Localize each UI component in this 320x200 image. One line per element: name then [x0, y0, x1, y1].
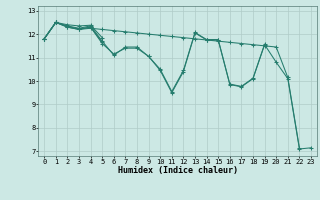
X-axis label: Humidex (Indice chaleur): Humidex (Indice chaleur)	[118, 166, 238, 175]
